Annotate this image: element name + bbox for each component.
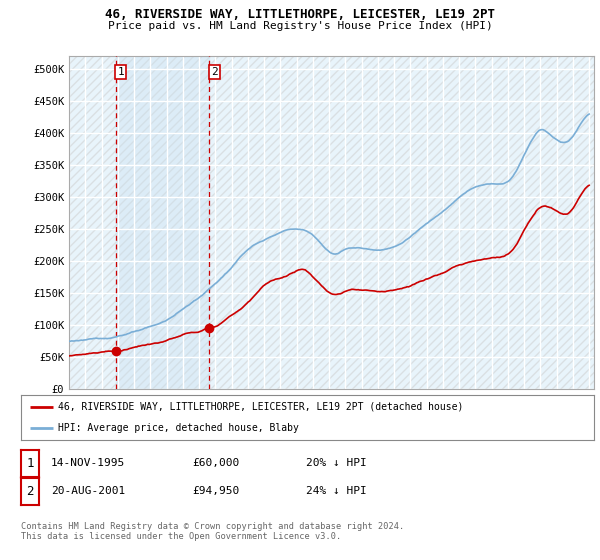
Text: 1: 1 <box>117 67 124 77</box>
Text: £94,950: £94,950 <box>192 486 239 496</box>
Text: HPI: Average price, detached house, Blaby: HPI: Average price, detached house, Blab… <box>58 423 299 433</box>
Bar <box>116 56 209 389</box>
Text: 2: 2 <box>26 485 34 498</box>
Text: 46, RIVERSIDE WAY, LITTLETHORPE, LEICESTER, LE19 2PT: 46, RIVERSIDE WAY, LITTLETHORPE, LEICEST… <box>105 8 495 21</box>
Text: 20-AUG-2001: 20-AUG-2001 <box>51 486 125 496</box>
Text: £60,000: £60,000 <box>192 458 239 468</box>
Text: 14-NOV-1995: 14-NOV-1995 <box>51 458 125 468</box>
Text: Contains HM Land Registry data © Crown copyright and database right 2024.
This d: Contains HM Land Registry data © Crown c… <box>21 522 404 542</box>
Text: Price paid vs. HM Land Registry's House Price Index (HPI): Price paid vs. HM Land Registry's House … <box>107 21 493 31</box>
Text: 46, RIVERSIDE WAY, LITTLETHORPE, LEICESTER, LE19 2PT (detached house): 46, RIVERSIDE WAY, LITTLETHORPE, LEICEST… <box>58 402 464 412</box>
Text: 20% ↓ HPI: 20% ↓ HPI <box>306 458 367 468</box>
Text: 1: 1 <box>26 457 34 470</box>
Text: 2: 2 <box>211 67 218 77</box>
Text: 24% ↓ HPI: 24% ↓ HPI <box>306 486 367 496</box>
